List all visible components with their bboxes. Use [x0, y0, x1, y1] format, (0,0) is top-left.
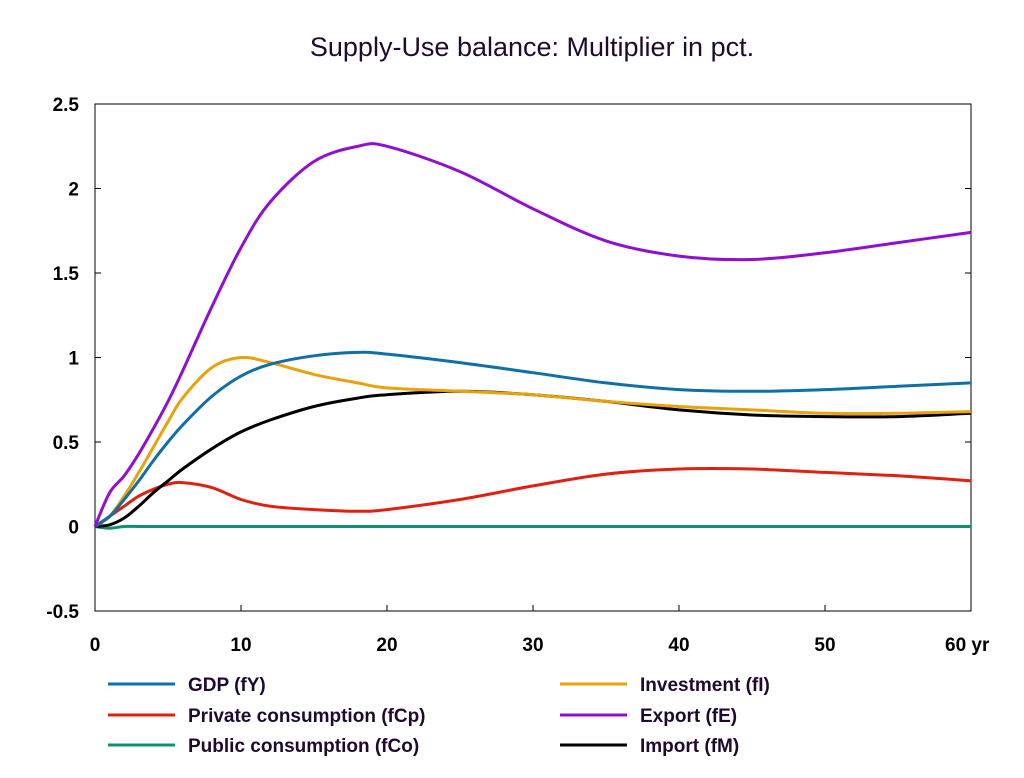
y-tick-label: 0 [68, 518, 79, 539]
y-tick-label: -0.5 [46, 602, 79, 623]
series-line-export-fe [93, 142, 972, 528]
y-tick-label: 0.5 [53, 433, 80, 454]
x-tick-label: 40 [668, 635, 689, 656]
legend-label-export-fe: Export (fE) [640, 706, 737, 727]
series-line-investment-fi [94, 355, 972, 528]
plot-border [94, 103, 972, 612]
legend-label-public-consumption-fco: Public consumption (fCo) [188, 736, 419, 757]
x-tick-label: 60 yr [945, 635, 990, 656]
legend-label-private-consumption-fcp: Private consumption (fCp) [188, 706, 426, 727]
axis-ticks: -0.5 0 0.5 1 1.5 2 2.5 0 10 20 30 40 50 60 yr [46, 95, 990, 656]
y-tick-label: 1 [68, 349, 79, 370]
plot-frame [94, 103, 972, 612]
x-tick-label: 0 [90, 635, 101, 656]
x-tick-label: 20 [376, 635, 397, 656]
legend-label-import-fm: Import (fM) [640, 736, 739, 757]
series-line-private-consumption-fcp [94, 467, 972, 528]
series-lines [93, 142, 972, 530]
series-line-gdp-fy [94, 350, 972, 528]
x-tick-label: 50 [814, 635, 835, 656]
x-tick-label: 30 [522, 635, 543, 656]
legend-label-investment-fi: Investment (fI) [640, 675, 770, 696]
legend: GDP (fY) Investment (fI) Private consumpti… [108, 675, 770, 757]
y-tick-label: 1.5 [53, 264, 80, 285]
series-line-import-fm [94, 389, 972, 528]
y-tick-label: 2.5 [53, 95, 80, 116]
y-tick-label: 2 [68, 180, 79, 201]
chart-title: Supply-Use balance: Multiplier in pct. [309, 32, 755, 62]
x-tick-label: 10 [230, 635, 251, 656]
series-line-public-consumption-fco [94, 524, 971, 530]
legend-label-gdp-fy: GDP (fY) [188, 675, 266, 696]
